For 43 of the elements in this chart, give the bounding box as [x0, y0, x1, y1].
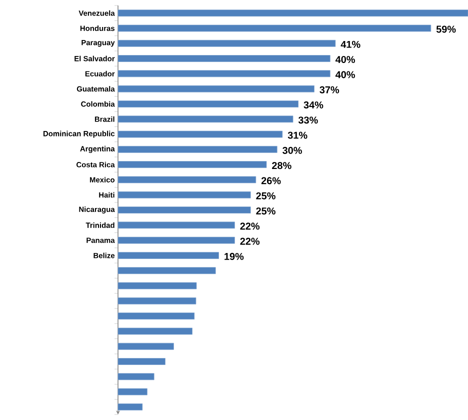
data-label: 40%: [335, 71, 355, 78]
bar: [118, 70, 330, 78]
data-label: 59%: [436, 26, 456, 33]
bar: [118, 328, 192, 335]
bar: [118, 100, 299, 108]
bar: [118, 373, 154, 380]
bar: [118, 130, 283, 138]
data-label: 33%: [298, 116, 318, 124]
data-label: 22%: [240, 222, 260, 230]
bar: [118, 146, 278, 153]
bar: [118, 24, 432, 32]
bar: [118, 85, 314, 92]
bar: [118, 252, 219, 259]
data-label: 30%: [282, 146, 302, 154]
bar: [118, 282, 197, 290]
bar: [118, 297, 196, 304]
data-label: 25%: [256, 192, 276, 200]
data-label: 28%: [272, 162, 292, 170]
bar: [118, 236, 235, 244]
bar: [118, 161, 267, 168]
bar: [118, 388, 148, 396]
data-label: 40%: [335, 56, 355, 64]
data-label: 26%: [261, 177, 281, 184]
data-label: 25%: [256, 207, 276, 215]
bar: [118, 267, 216, 274]
data-label: 22%: [240, 238, 260, 245]
bar: [118, 10, 468, 17]
bar: [118, 191, 251, 198]
data-label: 31%: [288, 132, 308, 139]
data-label: 41%: [340, 40, 360, 48]
bar: [118, 403, 143, 410]
bar: [118, 222, 235, 229]
bar: [118, 116, 294, 123]
bar: [118, 312, 195, 320]
bar: [118, 342, 174, 350]
data-label: 19%: [224, 252, 244, 260]
bar: [118, 40, 336, 47]
data-label: 34%: [304, 101, 324, 108]
bar: [118, 176, 256, 184]
bar: [118, 55, 330, 62]
bar: [118, 206, 251, 214]
bar: [118, 358, 166, 365]
data-label: 37%: [320, 86, 340, 94]
